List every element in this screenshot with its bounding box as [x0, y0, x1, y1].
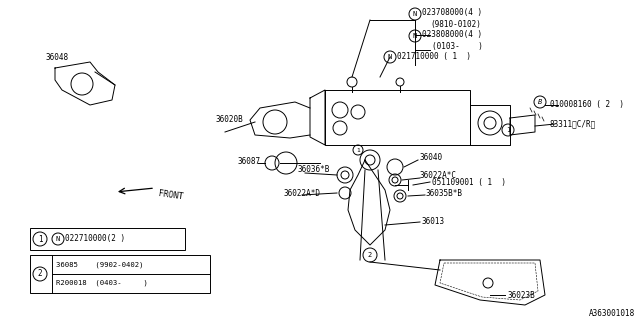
FancyBboxPatch shape: [30, 228, 185, 250]
Text: 023808000(4 ): 023808000(4 ): [422, 30, 482, 39]
Text: N: N: [56, 236, 60, 242]
Text: 36085    (9902-0402): 36085 (9902-0402): [56, 262, 143, 268]
Text: 021710000 ( 1  ): 021710000 ( 1 ): [397, 52, 471, 61]
FancyBboxPatch shape: [30, 255, 210, 293]
Text: 83311〈C/R〉: 83311〈C/R〉: [550, 119, 596, 129]
Text: (9810-0102): (9810-0102): [430, 20, 481, 29]
Text: 36048: 36048: [45, 53, 68, 62]
Text: 023708000(4 ): 023708000(4 ): [422, 9, 482, 18]
Text: 36040: 36040: [420, 154, 443, 163]
Text: 36036*B: 36036*B: [297, 165, 330, 174]
Text: 36087: 36087: [238, 156, 261, 165]
Text: 36022A*C: 36022A*C: [420, 171, 457, 180]
Text: FRONT: FRONT: [157, 189, 184, 202]
Text: 36023B: 36023B: [508, 291, 536, 300]
Text: N: N: [413, 33, 417, 39]
Text: (0103-    ): (0103- ): [432, 43, 483, 52]
Text: R200018  (0403-     ): R200018 (0403- ): [56, 280, 148, 286]
Text: 010008160 ( 2  ): 010008160 ( 2 ): [550, 100, 624, 108]
Text: 1: 1: [38, 235, 42, 244]
Text: 2: 2: [368, 252, 372, 258]
Text: N: N: [413, 11, 417, 17]
Text: 1: 1: [356, 148, 360, 153]
Text: 022710000(2 ): 022710000(2 ): [65, 235, 125, 244]
Text: 36020B: 36020B: [215, 116, 243, 124]
Text: 2: 2: [38, 269, 42, 278]
Text: A363001018: A363001018: [589, 308, 635, 317]
Text: 36022A*D: 36022A*D: [283, 188, 320, 197]
Text: N: N: [388, 54, 392, 60]
Text: B: B: [538, 99, 542, 105]
Text: 051109001 ( 1  ): 051109001 ( 1 ): [432, 178, 506, 187]
Text: 36013: 36013: [422, 218, 445, 227]
Text: 36035B*B: 36035B*B: [425, 188, 462, 197]
Text: 1: 1: [506, 127, 510, 133]
